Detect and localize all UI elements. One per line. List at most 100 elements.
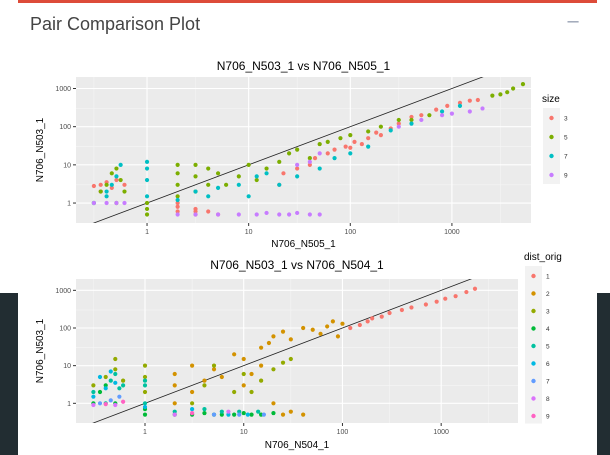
point-series-2 — [266, 340, 272, 346]
point-series-5 — [175, 171, 180, 176]
point-series-3 — [312, 156, 318, 161]
point-series-2 — [271, 334, 276, 339]
point-series-6 — [190, 407, 195, 412]
point-series-5 — [295, 147, 300, 152]
point-series-7 — [246, 194, 251, 199]
point-series-9 — [254, 212, 259, 217]
point-series-5 — [490, 93, 495, 98]
point-series-2 — [259, 345, 264, 350]
point-series-3 — [475, 97, 480, 103]
point-series-9 — [91, 200, 96, 206]
point-series-5 — [202, 407, 207, 412]
point-series-2 — [310, 327, 315, 332]
point-series-3 — [91, 183, 96, 189]
point-series-5 — [317, 141, 322, 147]
point-series-5 — [277, 159, 282, 164]
point-series-1 — [453, 294, 458, 299]
point-series-5 — [215, 171, 221, 176]
point-series-5 — [104, 182, 109, 187]
point-series-3 — [271, 367, 276, 372]
point-series-5 — [498, 92, 503, 97]
points — [91, 82, 526, 217]
point-series-1 — [379, 314, 384, 319]
point-series-2 — [301, 325, 306, 331]
point-series-9 — [175, 212, 180, 217]
legend-label-2: 2 — [546, 291, 550, 298]
point-series-4 — [271, 410, 276, 416]
chart-title: N706_N503_1 vs N706_N505_1 — [217, 59, 391, 73]
legend-key-3 — [549, 115, 554, 121]
x-tick-label: 10 — [240, 429, 248, 436]
chart-2: 1 10 100 1000 1 10 100 1000 N706_N503_1 vs N706_… — [35, 252, 562, 451]
point-series-3 — [241, 371, 246, 377]
y-axis-label: N706_N503_1 — [35, 318, 46, 383]
point-series-1 — [399, 307, 404, 313]
point-series-3 — [175, 209, 180, 214]
point-series-3 — [467, 98, 472, 103]
point-series-9 — [307, 159, 312, 164]
point-series-3 — [103, 374, 108, 380]
point-series-3 — [280, 360, 286, 365]
point-series-3 — [175, 204, 180, 209]
point-series-5 — [256, 409, 261, 414]
legend-key-bg — [543, 108, 560, 184]
x-tick-label: 1 — [145, 229, 149, 236]
point-series-8 — [226, 409, 231, 414]
legend-label-4: 4 — [546, 326, 550, 333]
point-series-5 — [505, 90, 510, 95]
point-series-5 — [193, 174, 198, 179]
point-series-7 — [366, 144, 371, 149]
point-series-3 — [98, 182, 103, 187]
point-series-7 — [348, 151, 353, 156]
point-series-3 — [348, 145, 353, 150]
point-series-5 — [109, 171, 114, 176]
point-series-5 — [520, 82, 526, 87]
chart-title: N706_N503_1 vs N706_N504_1 — [210, 258, 384, 272]
point-series-7 — [332, 156, 337, 161]
point-series-7 — [236, 182, 241, 187]
point-series-5 — [144, 200, 150, 206]
x-tick-label: 100 — [344, 229, 356, 236]
point-series-8 — [113, 402, 118, 408]
point-series-5 — [236, 174, 241, 179]
y-tick-label: 1 — [67, 401, 71, 408]
point-series-3 — [332, 147, 337, 152]
x-tick-label: 1000 — [444, 229, 460, 236]
point-series-9 — [236, 212, 241, 217]
point-series-4 — [219, 412, 224, 417]
point-series-9 — [295, 210, 300, 216]
point-series-7 — [118, 162, 123, 167]
point-series-6 — [113, 380, 118, 385]
point-series-5 — [108, 378, 113, 383]
point-series-3 — [190, 401, 195, 406]
point-series-7 — [144, 194, 150, 199]
point-series-9 — [396, 124, 401, 129]
y-tick-label: 1 — [67, 201, 71, 208]
point-series-3 — [343, 144, 348, 149]
point-series-3 — [281, 171, 286, 176]
point-series-5 — [307, 156, 312, 161]
point-series-1 — [443, 296, 448, 301]
point-series-7 — [409, 121, 414, 126]
legend-label-7: 7 — [546, 379, 550, 386]
point-series-2 — [288, 337, 293, 342]
point-series-5 — [511, 86, 516, 91]
point-series-5 — [206, 182, 211, 187]
point-series-7 — [439, 109, 445, 114]
minus-icon[interactable]: – — [567, 10, 579, 32]
point-series-6 — [97, 374, 103, 380]
legend-label-6: 6 — [546, 361, 550, 368]
point-series-2 — [249, 371, 254, 377]
point-series-9 — [264, 210, 269, 216]
legend-key-7 — [549, 153, 554, 159]
chart-1: 1 10 100 1000 1 10 100 1000 N706_N503_1 vs N706_… — [35, 59, 568, 250]
point-series-9 — [449, 111, 455, 116]
point-series-9 — [439, 113, 445, 118]
point-series-5 — [409, 117, 414, 123]
point-series-5 — [246, 162, 251, 167]
point-series-5 — [142, 378, 148, 383]
point-series-7 — [277, 182, 282, 187]
point-series-5 — [396, 117, 401, 123]
point-series-7 — [144, 159, 150, 164]
panel-header: Pair Comparison Plot – — [18, 3, 597, 43]
